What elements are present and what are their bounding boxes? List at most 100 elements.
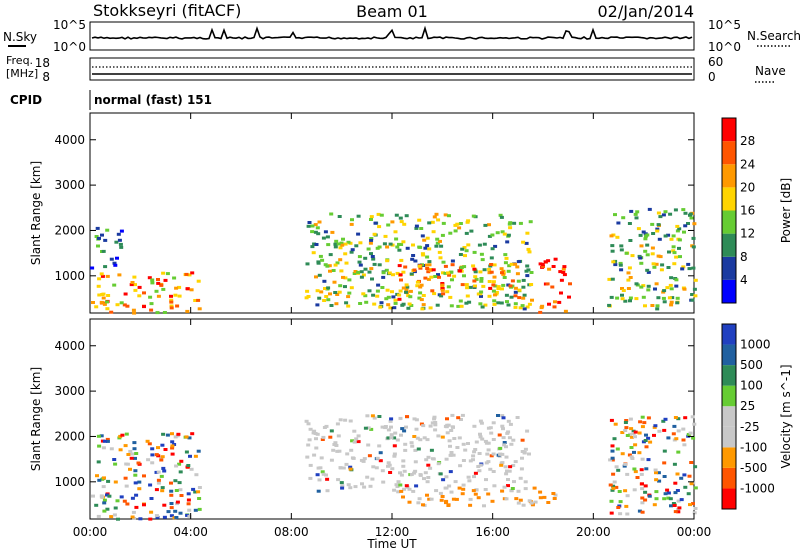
velocity-data-cell	[662, 428, 667, 432]
velocity-data-cell	[675, 489, 680, 492]
velocity-data-cell	[414, 427, 419, 431]
power-data-cell	[553, 300, 557, 304]
power-data-cell	[472, 267, 477, 271]
power-data-cell	[401, 286, 406, 290]
power-data-cell	[119, 229, 124, 233]
velocity-data-cell	[488, 467, 493, 471]
power-data-cell	[161, 287, 166, 291]
power-data-cell	[512, 221, 517, 225]
velocity-data-cell	[174, 516, 179, 519]
velocity-data-cell	[335, 449, 340, 453]
power-data-cell	[422, 238, 427, 242]
velocity-data-cell	[398, 483, 403, 487]
power-data-cell	[115, 256, 119, 260]
velocity-data-cell	[627, 453, 632, 457]
velocity-data-cell	[643, 484, 648, 488]
velocity-data-cell	[617, 490, 622, 493]
velocity-data-cell	[499, 463, 504, 467]
power-data-cell	[440, 233, 445, 237]
velocity-data-cell	[422, 477, 426, 481]
velocity-data-cell	[640, 510, 645, 514]
velocity-data-cell	[426, 476, 431, 479]
power-data-cell	[521, 240, 526, 244]
velocity-data-cell	[142, 503, 146, 507]
power-data-cell	[341, 237, 345, 241]
velocity-data-cell	[353, 485, 358, 489]
velocity-data-cell	[399, 473, 404, 477]
power-data-cell	[446, 285, 451, 289]
power-data-cell	[610, 249, 615, 253]
power-data-cell	[132, 311, 137, 315]
power-data-cell	[401, 270, 406, 274]
velocity-data-cell	[508, 465, 513, 469]
velocity-data-cell	[314, 437, 318, 441]
power-data-cell	[358, 241, 363, 245]
velocity-data-cell	[122, 499, 127, 503]
power-data-cell	[419, 298, 424, 302]
power-data-cell	[491, 280, 496, 284]
power-data-cell	[668, 212, 673, 216]
power-colorbar-label: Power [dB]	[779, 178, 793, 243]
velocity-data-cell	[624, 419, 629, 422]
power-data-cell	[546, 259, 551, 263]
power-data-cell	[675, 229, 680, 233]
power-data-cell	[185, 309, 190, 313]
power-data-cell	[159, 283, 164, 287]
velocity-data-cell	[356, 434, 361, 438]
power-data-cell	[441, 260, 446, 264]
power-data-cell	[509, 262, 514, 266]
power-data-cell	[450, 278, 454, 282]
velocity-y-tick-label: 4000	[54, 339, 85, 353]
power-plot-frame	[89, 112, 695, 314]
power-data-cell	[310, 230, 315, 234]
power-data-cell	[471, 214, 476, 218]
velocity-data-cell	[676, 499, 681, 503]
power-data-cell	[426, 270, 431, 274]
velocity-data-cell	[444, 457, 449, 461]
velocity-data-cell	[97, 444, 102, 448]
velocity-data-cell	[304, 419, 309, 423]
velocity-data-cell	[460, 413, 465, 417]
power-data-cell	[490, 247, 495, 251]
power-data-cell	[177, 285, 182, 289]
power-data-cell	[518, 306, 523, 310]
velocity-data-cell	[368, 484, 373, 488]
velocity-data-cell	[348, 486, 353, 490]
velocity-data-cell	[188, 454, 192, 458]
power-data-cell	[322, 279, 327, 283]
power-data-cell	[641, 230, 646, 234]
power-data-cell	[655, 229, 660, 233]
power-data-cell	[672, 262, 677, 266]
velocity-data-cell	[426, 455, 431, 459]
power-data-cell	[387, 271, 392, 275]
velocity-data-cell	[411, 489, 416, 493]
velocity-data-cell	[320, 438, 325, 441]
power-data-cell	[651, 262, 656, 266]
power-data-cell	[358, 263, 363, 267]
velocity-data-cell	[653, 468, 658, 472]
velocity-data-cell	[165, 433, 170, 437]
velocity-data-cell	[403, 448, 408, 452]
velocity-data-cell	[381, 480, 386, 484]
power-data-cell	[101, 296, 106, 300]
velocity-data-cell	[676, 417, 681, 421]
power-data-cell	[621, 216, 626, 220]
velocity-data-cell	[491, 470, 496, 473]
velocity-data-cell	[197, 507, 202, 511]
power-data-cell	[643, 237, 648, 241]
power-data-cell	[686, 222, 690, 225]
power-data-cell	[377, 263, 382, 267]
velocity-data-cell	[401, 464, 406, 468]
velocity-data-cell	[471, 489, 476, 493]
power-data-cell	[491, 283, 496, 287]
velocity-data-cell	[640, 415, 645, 419]
power-data-cell	[96, 244, 100, 248]
freq-panel	[89, 57, 695, 81]
power-data-cell	[677, 238, 682, 242]
velocity-data-cell	[370, 477, 375, 481]
velocity-data-cell	[336, 434, 341, 438]
power-data-cell	[196, 298, 201, 302]
velocity-data-cell	[363, 426, 368, 430]
velocity-data-cell	[439, 498, 444, 502]
power-data-cell	[460, 283, 465, 287]
